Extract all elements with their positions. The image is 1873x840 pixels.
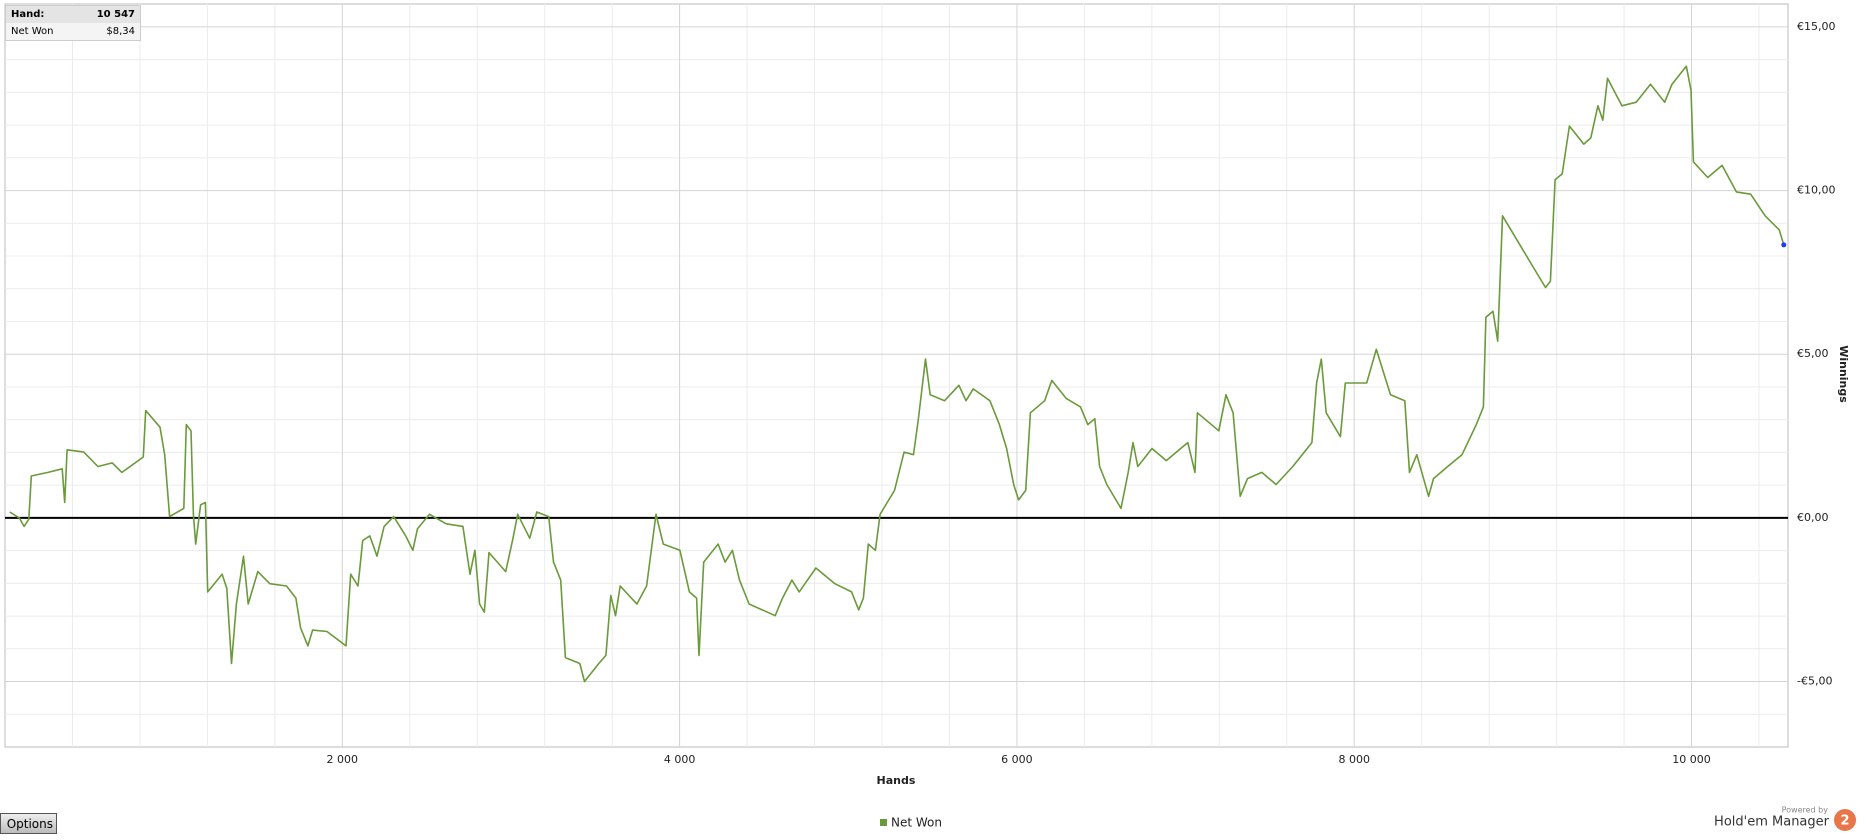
info-value: 10 547 [96,9,135,20]
legend-swatch [880,819,887,826]
brand-name: Hold'em Manager [1714,815,1830,830]
end-marker [1781,242,1787,248]
info-label: Hand: [11,9,45,20]
plot-area [4,3,1789,748]
y-tick-label: €0,00 [1797,511,1829,524]
options-button[interactable]: Options [0,813,57,834]
x-axis-label: Hands [877,774,916,787]
series-line [9,65,1785,683]
x-tick-label: 10 000 [1672,753,1711,766]
y-tick-label: €10,00 [1797,184,1836,197]
powered-by: Powered by [1782,806,1829,815]
y-axis-label: Winnings [1837,345,1850,403]
info-row: Net Won $8,34 [6,23,140,40]
y-tick-label: €5,00 [1797,347,1829,360]
info-box: Hand: 10 547 Net Won $8,34 [5,5,141,41]
y-tick-label: €15,00 [1797,20,1836,33]
info-row: Hand: 10 547 [6,6,140,23]
y-tick-label: -€5,00 [1797,675,1832,688]
x-tick-label: 6 000 [1001,753,1033,766]
info-value: $8,34 [106,26,135,37]
legend-label: Net Won [891,816,942,830]
brand-badge [1834,809,1856,831]
info-label: Net Won [11,26,54,37]
x-tick-label: 8 000 [1338,753,1370,766]
x-tick-label: 4 000 [664,753,696,766]
x-tick-label: 2 000 [327,753,359,766]
brand-badge-text: 2 [1840,814,1849,829]
